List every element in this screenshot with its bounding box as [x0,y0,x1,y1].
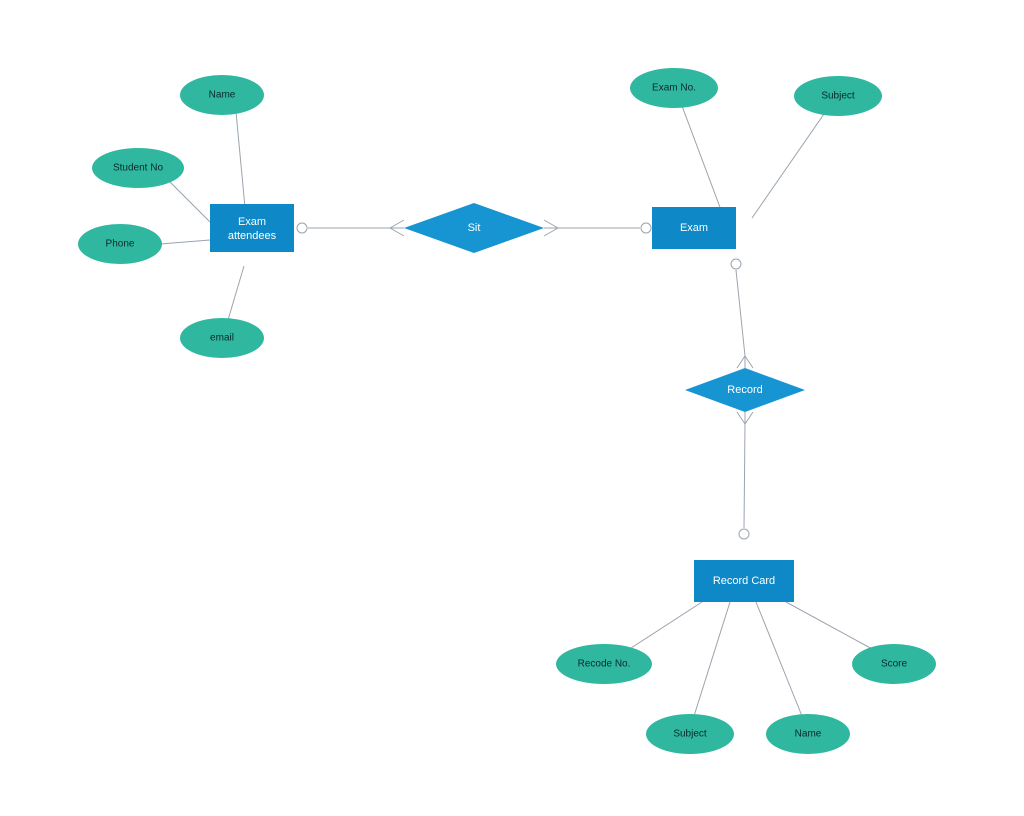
attribute-name1: Name [180,75,264,115]
attribute-name1-label: Name [209,90,236,101]
attribute-exam-no-label: Exam No. [652,83,696,94]
edge-record-recordcard [737,412,753,539]
attribute-student-no-label: Student No [113,163,163,174]
entity-record-card: Record Card [694,560,794,602]
attribute-email-label: email [210,333,234,344]
attribute-recode-no-label: Recode No. [578,659,631,670]
attribute-score-label: Score [881,659,908,670]
edge-sit-exam [544,220,651,236]
entity-exam: Exam [652,207,736,249]
relationship-record: Record [685,368,805,412]
attribute-exam-no: Exam No. [630,68,718,108]
edge-studentno [170,182,210,222]
edge-recodeno [628,602,702,650]
attribute-score: Score [852,644,936,684]
entity-exam-attendees: Exam attendees [210,204,294,252]
attribute-email: email [180,318,264,358]
entity-exam-label: Exam [680,222,708,234]
edge-score [786,602,874,650]
relationship-sit-label: Sit [468,222,481,234]
attribute-name2-label: Name [795,729,822,740]
relationship-sit: Sit [404,203,544,253]
relationship-record-label: Record [727,384,762,396]
edge-email [228,266,244,320]
attribute-recode-no: Recode No. [556,644,652,684]
edge-subject2 [694,602,730,716]
entity-record-card-label: Record Card [713,575,775,587]
entity-exam-attendees-label1: Exam [238,216,266,228]
edge-name2 [756,602,802,716]
edge-phone [160,240,210,244]
attribute-student-no: Student No [92,148,184,188]
entity-exam-attendees-label2: attendees [228,230,277,242]
attribute-name2: Name [766,714,850,754]
edge-exam-record [731,259,753,368]
attribute-subject1: Subject [794,76,882,116]
edge-name1 [236,112,246,218]
edge-examno [682,106,724,218]
attribute-subject2-label: Subject [673,729,707,740]
attribute-subject1-label: Subject [821,91,855,102]
edge-subject1 [752,114,824,218]
attribute-subject2: Subject [646,714,734,754]
attribute-phone-label: Phone [106,239,135,250]
attribute-phone: Phone [78,224,162,264]
edge-attendees-sit [297,220,404,236]
